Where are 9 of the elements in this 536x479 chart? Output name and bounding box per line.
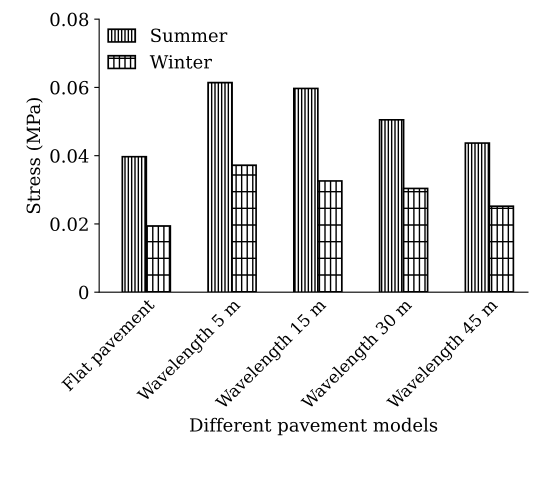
y-axis-title: Stress (MPa) — [26, 98, 43, 214]
legend-label: Summer — [151, 28, 228, 42]
y-tick-label: 0.04 — [50, 149, 89, 163]
legend-label: Winter — [150, 55, 212, 69]
y-tick-label: 0.02 — [50, 217, 88, 232]
y-tick-label: 0.06 — [50, 80, 88, 95]
y-tick-label: 0.08 — [50, 12, 88, 26]
y-tick-label: 0 — [79, 286, 88, 300]
x-axis-title: Different pavement models — [190, 418, 438, 436]
